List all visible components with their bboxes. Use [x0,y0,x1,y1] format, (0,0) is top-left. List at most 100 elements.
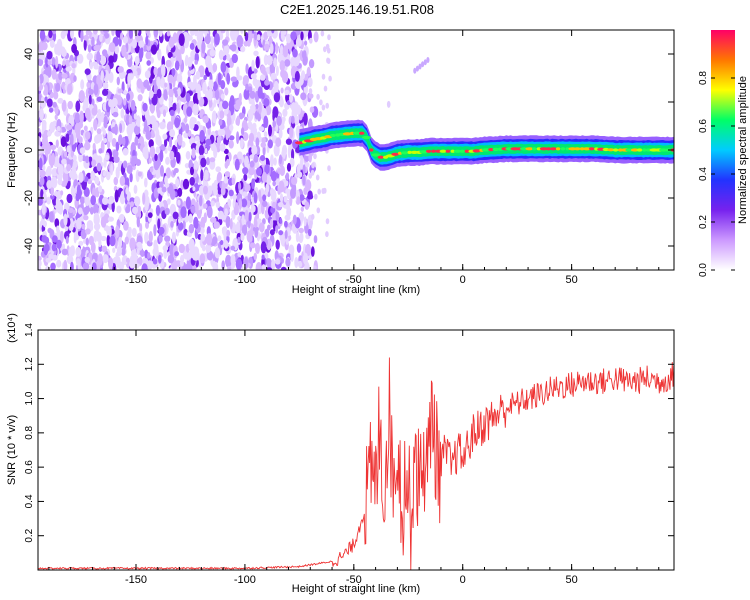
noise-speckle [87,44,92,53]
noise-speckle [134,55,140,66]
noise-speckle [158,235,163,243]
noise-speckle [77,260,81,270]
noise-speckle [214,33,220,46]
noise-speckle [201,41,206,54]
noise-speckle [213,145,218,159]
noise-speckle [275,137,282,148]
spectrogram-y-axis-label: Frequency (Hz) [6,112,18,188]
noise-speckle [112,111,119,118]
noise-speckle [167,74,174,84]
noise-speckle [49,39,55,48]
noise-speckle [275,239,280,250]
noise-speckle [134,136,139,146]
noise-speckle [274,259,281,265]
spectrogram-ticks: -150 -100 -50 0 50 -40 -20 0 20 40 [23,30,674,286]
noise-speckle [243,88,250,100]
noise-speckle [311,162,315,169]
signal-core [488,148,494,152]
x-tick-label: 0 [460,574,466,586]
noise-speckle [308,223,313,230]
noise-speckle [145,221,149,229]
faint-speck [386,100,391,108]
noise-speckle [146,60,151,66]
noise-speckle [56,259,62,268]
noise-speckle [38,93,42,103]
noise-speckle [128,115,133,125]
noise-speckle [60,190,64,196]
noise-speckle [279,218,283,224]
noise-speckle [294,257,299,269]
noise-speckle [179,96,187,103]
noise-speckle [144,177,148,188]
noise-speckle [222,226,228,236]
noise-speckle [156,76,162,88]
signal-core [546,147,551,151]
colorbar-tick-label: 0.6 [698,119,709,133]
noise-speckle [231,53,238,64]
noise-speckle [96,96,103,102]
noise-speckle [304,243,312,257]
noise-speckle [313,31,319,43]
noise-speckle [141,263,148,270]
noise-speckle [289,157,295,168]
noise-speckle [95,226,99,238]
signal-core [492,147,499,151]
faint-streak [423,59,427,66]
noise-speckle [46,98,53,107]
noise-speckle [78,90,86,102]
noise-speckle [224,171,231,178]
noise-speckle [126,204,131,210]
noise-speckle [157,48,162,61]
noise-speckle [116,76,121,86]
y-tick-label: 0.2 [24,528,35,542]
noise-speckle [216,135,222,145]
noise-speckle [308,93,314,99]
noise-speckle [74,112,80,125]
noise-speckle [307,190,313,200]
noise-speckle [310,169,315,176]
noise-speckle [270,154,274,168]
noise-speckle [103,137,108,144]
noise-speckle [225,216,231,228]
noise-speckle [39,73,44,84]
noise-speckle [60,30,66,40]
noise-speckle [176,151,181,164]
noise-speckle [114,45,120,55]
noise-speckle [187,56,193,67]
noise-speckle [166,30,171,37]
noise-speckle [138,48,142,60]
noise-speckle [205,138,212,146]
signal-core [612,148,619,152]
noise-speckle [168,36,175,48]
noise-speckle [285,138,292,145]
noise-speckle [78,136,83,144]
noise-speckle [84,195,90,207]
noise-speckle [185,123,190,134]
noise-speckle [112,247,116,254]
noise-speckle [117,88,123,94]
noise-speckle [295,231,300,243]
noise-speckle [175,49,182,58]
noise-speckle [243,40,249,47]
noise-speckle [83,215,89,221]
noise-speckle [272,180,277,187]
noise-speckle [118,213,125,223]
noise-speckle [203,185,208,195]
noise-speckle [313,153,317,160]
noise-speckle [300,92,307,101]
noise-speckle [199,129,205,143]
noise-speckle [223,240,229,249]
noise-speckle [90,170,96,181]
noise-speckle [295,147,301,154]
noise-speckle [223,148,229,155]
noise-speckle [256,167,262,177]
noise-speckle [275,65,279,77]
noise-speckle [191,117,197,124]
noise-speckle [88,88,94,95]
noise-speckle [155,171,160,179]
noise-speckle [275,42,279,55]
noise-speckle [38,170,41,179]
noise-speckle [205,233,213,246]
noise-speckle [129,201,135,208]
noise-speckle [51,243,57,252]
